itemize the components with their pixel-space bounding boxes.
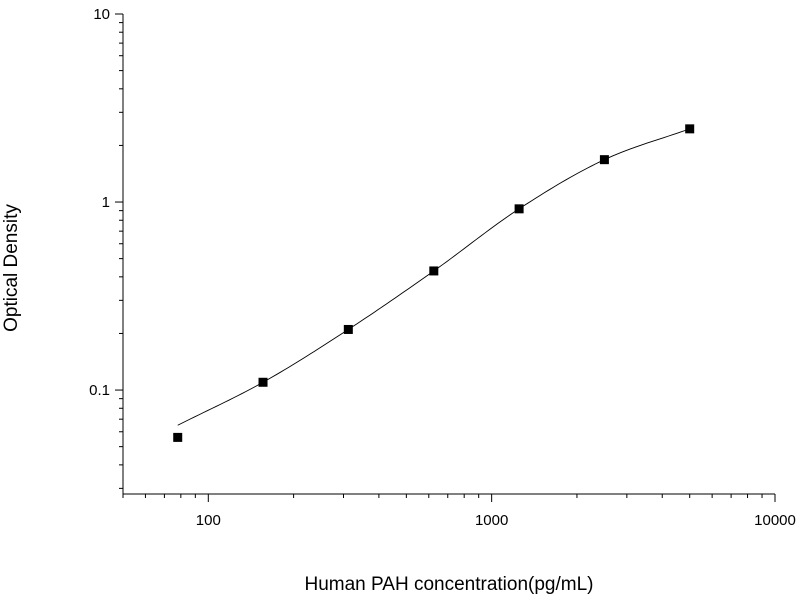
data-point [429, 266, 439, 276]
data-point [343, 324, 353, 334]
y-axis-title: Optical Density [1, 204, 22, 332]
x-tick-label: 100 [196, 512, 221, 529]
y-axis-ticks: 0.1 1 10 [89, 6, 123, 489]
data-point [173, 432, 183, 442]
data-point [258, 377, 268, 387]
data-points-layer [173, 124, 695, 442]
y-tick-label: 1 [102, 194, 110, 211]
data-point [599, 155, 609, 165]
y-tick-label: 0.1 [89, 382, 110, 399]
x-tick-label: 1000 [475, 512, 508, 529]
data-point [514, 204, 524, 214]
x-tick-label: 10000 [754, 512, 796, 529]
x-axis-title: Human PAH concentration(pg/mL) [305, 574, 594, 595]
x-axis-ticks: 100 1000 10000 [122, 494, 796, 529]
y-tick-label: 10 [93, 6, 110, 23]
data-point [685, 124, 695, 134]
fit-curve-layer [177, 128, 690, 426]
plot-frame [122, 14, 775, 495]
fit-curve [177, 128, 690, 426]
